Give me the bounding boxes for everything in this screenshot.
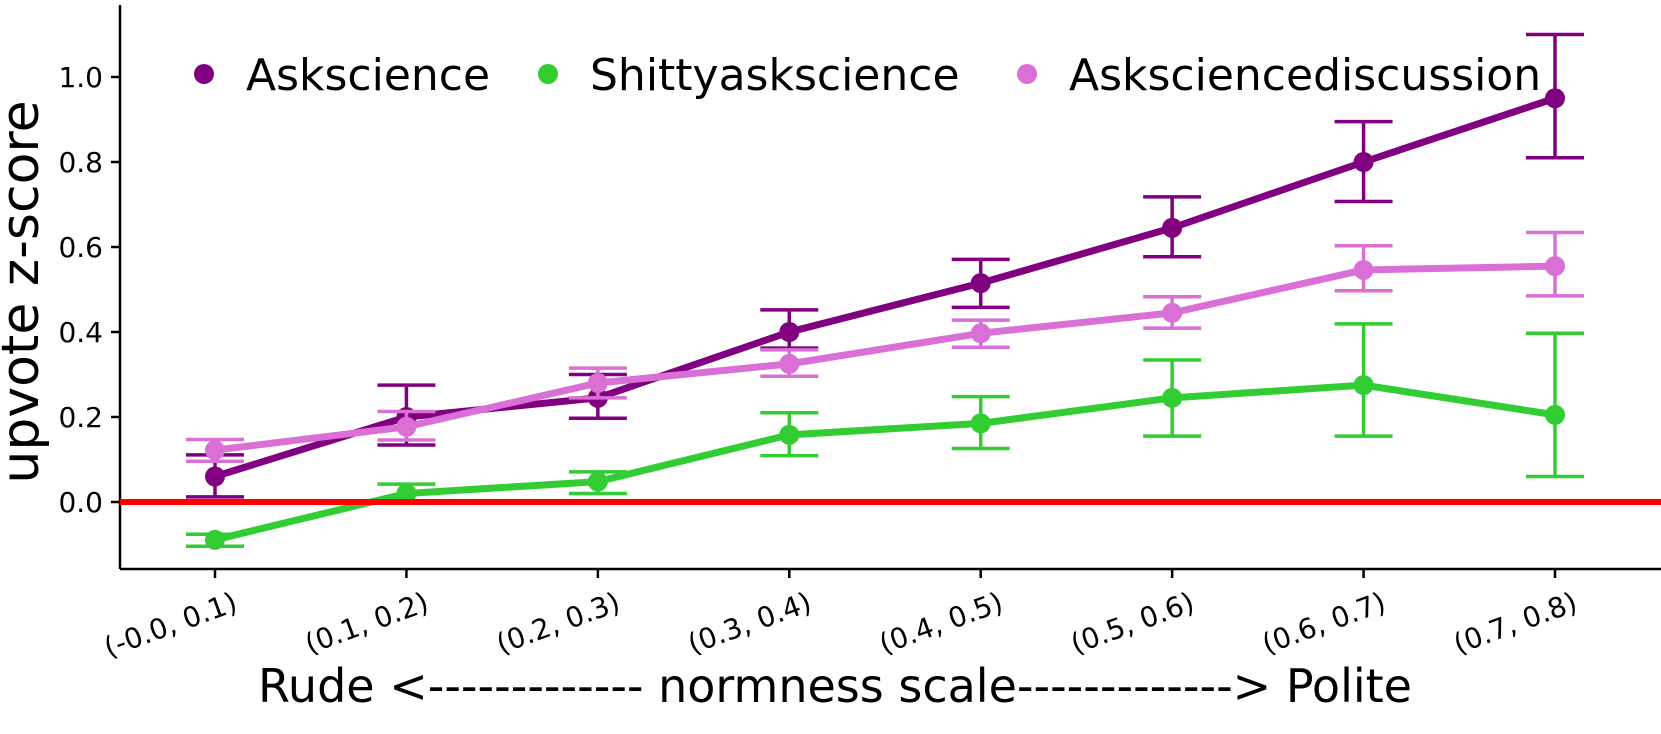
legend-item: Shittyaskscience — [538, 50, 960, 101]
legend-label: Askscience — [246, 50, 490, 101]
series-line — [211, 94, 1559, 480]
series-askscience — [186, 32, 1585, 499]
legend-swatch-askscience — [194, 64, 214, 84]
data-point — [1545, 404, 1566, 425]
y-tick-label: 0.8 — [58, 146, 103, 179]
data-point — [205, 529, 225, 550]
data-point — [205, 440, 225, 461]
series-asksciencediscussion — [186, 230, 1585, 463]
data-point — [396, 483, 417, 504]
data-point — [587, 471, 608, 492]
legend-swatch-asksciencediscussion — [1017, 64, 1037, 84]
data-point — [396, 416, 417, 437]
data-point — [1353, 259, 1374, 280]
plot-series — [186, 32, 1585, 550]
y-axis-ticks: 0.0 0.2 0.4 0.6 0.8 1.0 — [58, 61, 120, 519]
data-point — [1162, 302, 1183, 323]
legend-label: Asksciencediscussion — [1069, 50, 1541, 101]
x-tick-label: (0.4, 0.5) — [875, 586, 1007, 661]
x-tick-label: (0.6, 0.7) — [1258, 586, 1390, 661]
x-tick-label: (0.7, 0.8) — [1449, 586, 1581, 661]
data-point — [970, 323, 991, 344]
data-point — [779, 424, 800, 445]
legend-label: Shittyaskscience — [590, 50, 960, 101]
legend-item: Askscience — [194, 50, 490, 101]
series-line — [211, 381, 1559, 544]
data-point — [1353, 375, 1374, 396]
x-tick-label: (0.3, 0.4) — [683, 586, 815, 661]
series-shittyaskscience — [186, 322, 1585, 550]
y-tick-label: 0.2 — [58, 401, 103, 434]
data-point — [587, 373, 608, 393]
axes — [118, 5, 1661, 571]
data-point — [970, 273, 991, 294]
data-point — [779, 353, 800, 374]
x-axis-label: Rude <------------- normness scale------… — [258, 659, 1412, 713]
y-tick-label: 0.6 — [58, 231, 103, 264]
data-point — [205, 466, 225, 487]
legend-item: Asksciencediscussion — [1017, 50, 1541, 101]
legend: Askscience Shittyaskscience Asksciencedisc… — [194, 50, 1541, 101]
data-point — [779, 322, 800, 342]
data-point — [1545, 256, 1566, 277]
y-tick-label: 0.0 — [58, 486, 103, 519]
x-tick-label: (0.1, 0.2) — [301, 586, 433, 661]
y-tick-label: 0.4 — [58, 316, 103, 349]
y-tick-label: 1.0 — [58, 61, 103, 94]
data-point — [970, 413, 991, 434]
series-line — [211, 262, 1559, 454]
y-axis-label: upvote z-score — [0, 100, 51, 483]
data-point — [1353, 152, 1374, 172]
data-point — [1162, 217, 1183, 238]
data-point — [1545, 88, 1566, 109]
x-tick-label: (0.2, 0.3) — [492, 586, 624, 661]
x-tick-label: (0.5, 0.6) — [1066, 586, 1198, 661]
data-point — [1162, 387, 1183, 408]
legend-swatch-shittyaskscience — [538, 64, 558, 84]
x-axis-ticks: (-0.0, 0.1) (0.1, 0.2) (0.2, 0.3) (0.3, 0.4… — [100, 569, 1581, 664]
x-tick-label: (-0.0, 0.1) — [100, 586, 242, 664]
